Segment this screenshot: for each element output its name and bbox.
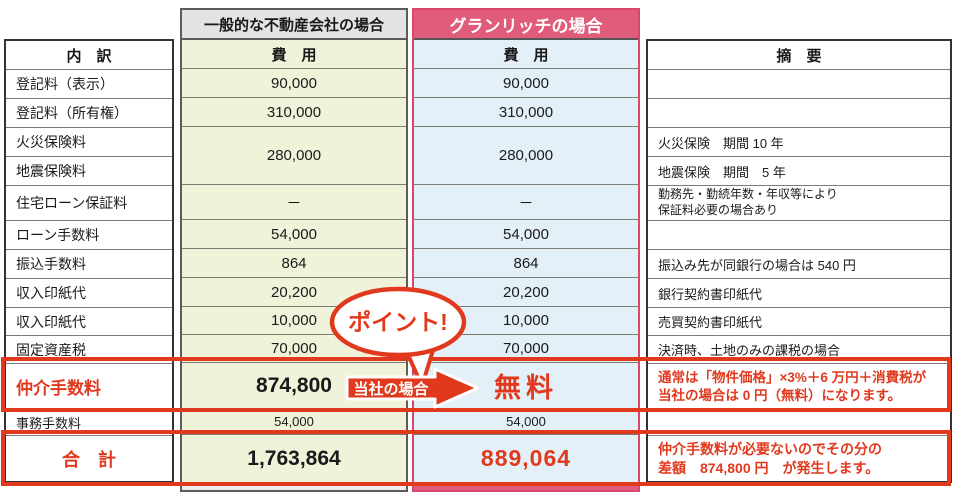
company-arrow: 当社の場合 (345, 367, 480, 409)
remark-cell: 火災保険 期間 10 年 (648, 127, 950, 156)
remark-line: 保証料必要の場合あり (658, 203, 779, 217)
remark-cell: 銀行契約書印紙代 (648, 278, 950, 307)
breakdown-header: 内 訳 (66, 47, 112, 65)
granrich-cost-header: 費 用 (414, 40, 638, 68)
broker-fee-remark: 通常は「物件価格」×3%＋6 万円＋消費税が 当社の場合は 0 円（無料）になり… (648, 363, 950, 409)
cost-cell: － (414, 184, 638, 219)
cost-cell: 54,000 (414, 408, 638, 434)
granrich-column-footer-strip (414, 482, 638, 490)
bubble-label: ポイント! (348, 309, 448, 335)
cost-cell: 54,000 (182, 408, 406, 434)
row-label: 固定資産税 (6, 335, 172, 363)
arrow-shape (345, 367, 480, 409)
cost-cell: － (182, 184, 406, 219)
remark-cell: 振込み先が同銀行の場合は 540 円 (648, 249, 950, 278)
row-label: 登記料（表示） (6, 69, 172, 98)
cost-cell: 54,000 (414, 219, 638, 248)
general-column-footer-strip (182, 482, 406, 490)
total-granrich-value: 889,064 (414, 434, 638, 482)
point-bubble: ポイント! (329, 286, 467, 388)
total-general-value: 1,763,864 (182, 434, 406, 482)
row-label: 事務手数料 (6, 409, 172, 435)
row-label: 地震保険料 (6, 156, 172, 185)
remark-cell: 勤務先・勤続年数・年収等により 保証料必要の場合あり (648, 185, 950, 220)
row-label: 振込手数料 (6, 249, 172, 278)
cost-cell: 310,000 (182, 97, 406, 126)
cost-cell: 54,000 (182, 219, 406, 248)
cost-cell: 864 (182, 248, 406, 277)
breakdown-column: 内 訳 登記料（表示） 登記料（所有権） 火災保険料 地震保険料 住宅ローン保証… (4, 39, 174, 483)
remark-cell-empty (648, 69, 950, 98)
row-label: 住宅ローン保証料 (6, 185, 172, 220)
arrow-label: 当社の場合 (353, 380, 429, 398)
insurance-merged-cost-cell: 280,000 (182, 126, 406, 184)
remark-line: 仲介手数料が必要ないのでその分の (658, 441, 882, 458)
remark-cell-empty (648, 409, 950, 435)
general-company-header: 一般的な不動産会社の場合 (182, 10, 406, 40)
row-label: 収入印紙代 (6, 278, 172, 307)
insurance-merged-cost-cell: 280,000 (414, 126, 638, 184)
remarks-column: 摘 要 火災保険 期間 10 年 地震保険 期間 5 年 勤務先・勤続年数・年収… (646, 39, 952, 483)
bubble-ellipse (329, 286, 467, 358)
cost-cell: 310,000 (414, 97, 638, 126)
row-label: 火災保険料 (6, 127, 172, 156)
remark-line: 差額 874,800 円 が発生します。 (658, 459, 880, 476)
broker-fee-label: 仲介手数料 (6, 363, 172, 409)
general-cost-header: 費 用 (182, 40, 406, 68)
remark-cell: 売買契約書印紙代 (648, 307, 950, 335)
cost-cell: 20,200 (414, 277, 638, 306)
remark-cell-empty (648, 98, 950, 127)
remark-line: 勤務先・勤続年数・年収等により (658, 187, 838, 202)
cost-cell: 90,000 (182, 68, 406, 97)
remarks-header: 摘 要 (776, 47, 822, 65)
row-label: 収入印紙代 (6, 307, 172, 335)
remark-cell: 地震保険 期間 5 年 (648, 156, 950, 185)
remark-cell: 決済時、土地のみの課税の場合 (648, 335, 950, 363)
total-label: 合 計 (6, 435, 172, 481)
general-company-column: 一般的な不動産会社の場合 費 用 90,000 310,000 280,000 … (180, 8, 408, 492)
row-label: 登記料（所有権） (6, 98, 172, 127)
cost-cell: 864 (414, 248, 638, 277)
granrich-column: グランリッチの場合 費 用 90,000 310,000 280,000 － 5… (412, 8, 640, 492)
total-remark: 仲介手数料が必要ないのでその分の 差額 874,800 円 が発生します。 (648, 435, 950, 481)
remark-line: 当社の場合は 0 円（無料）になります。 (658, 387, 902, 403)
remark-cell-empty (648, 220, 950, 249)
granrich-header: グランリッチの場合 (414, 10, 638, 40)
remark-line: 通常は「物件価格」×3%＋6 万円＋消費税が (658, 369, 927, 385)
cost-cell: 90,000 (414, 68, 638, 97)
row-label: ローン手数料 (6, 220, 172, 249)
